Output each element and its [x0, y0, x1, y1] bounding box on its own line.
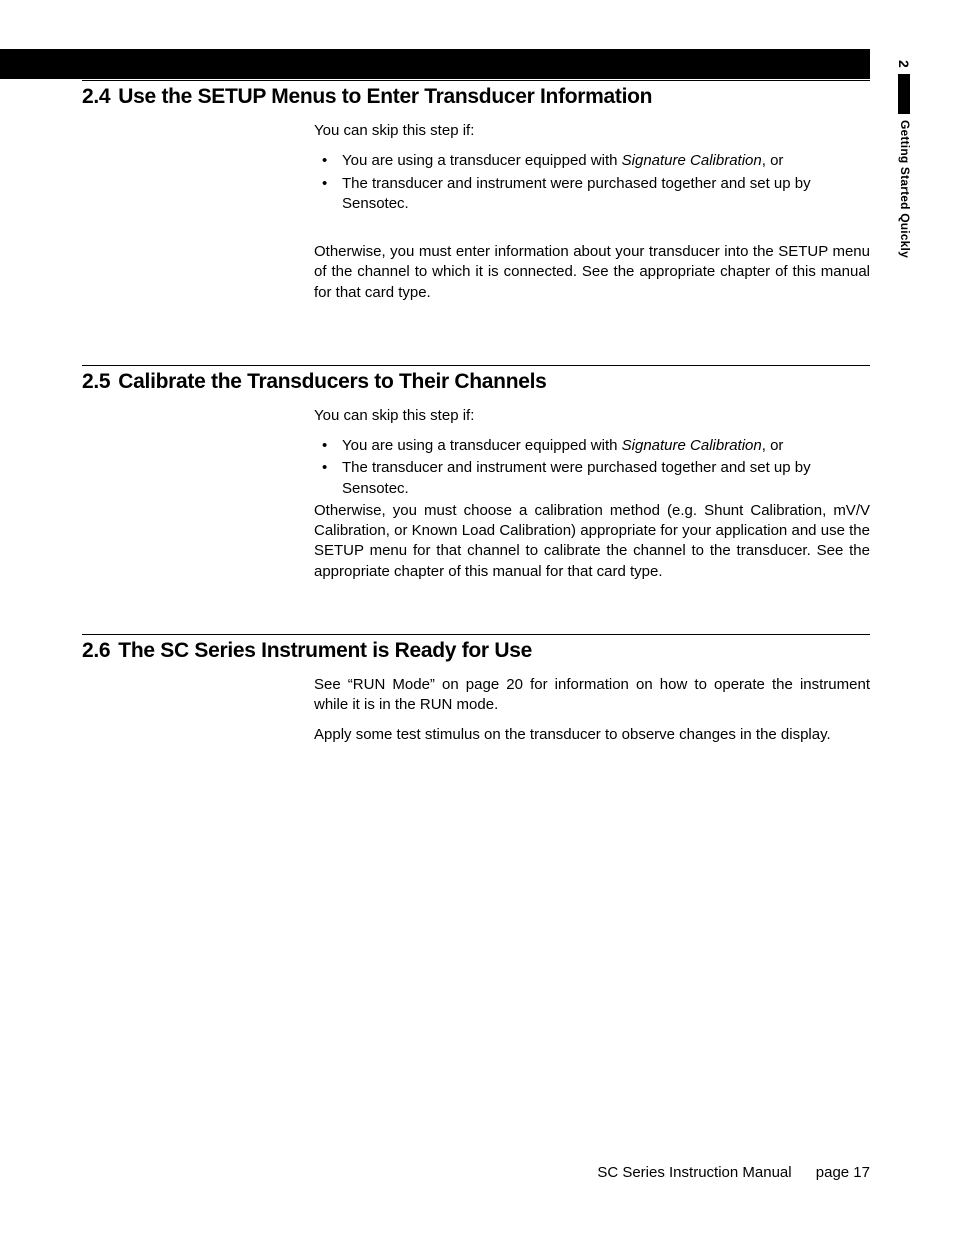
- section-body: You can skip this step if: You are using…: [314, 406, 870, 582]
- list-item: The transducer and instrument were purch…: [314, 458, 870, 499]
- side-tab-chapter-number: 2: [896, 60, 912, 68]
- section-heading: 2.5 Calibrate the Transducers to Their Ch…: [82, 370, 870, 394]
- header-black-bar: [0, 49, 870, 79]
- list-item: You are using a transducer equipped with…: [314, 436, 870, 456]
- section-rule: [82, 80, 870, 81]
- section-body: See “RUN Mode” on page 20 for informatio…: [314, 675, 870, 746]
- footer-manual-title: SC Series Instruction Manual: [597, 1164, 791, 1181]
- section-title: Calibrate the Transducers to Their Chann…: [118, 370, 546, 393]
- paragraph: Otherwise, you must choose a calibration…: [314, 501, 870, 582]
- section-rule: [82, 634, 870, 635]
- list-item: The transducer and instrument were purch…: [314, 174, 870, 215]
- paragraph: You can skip this step if:: [314, 121, 870, 141]
- paragraph: You can skip this step if:: [314, 406, 870, 426]
- bullet-list: You are using a transducer equipped with…: [314, 151, 870, 214]
- paragraph: Otherwise, you must enter information ab…: [314, 242, 870, 303]
- section-title: Use the SETUP Menus to Enter Transducer …: [118, 85, 652, 108]
- section-body: You can skip this step if: You are using…: [314, 121, 870, 303]
- page-footer: SC Series Instruction Manual page 17: [82, 1164, 870, 1181]
- section-number: 2.4: [82, 85, 110, 109]
- section-rule: [82, 365, 870, 366]
- page-content: 2.4 Use the SETUP Menus to Enter Transduc…: [82, 80, 870, 756]
- bullet-list: You are using a transducer equipped with…: [314, 436, 870, 499]
- section-heading: 2.4 Use the SETUP Menus to Enter Transduc…: [82, 85, 870, 109]
- section-number: 2.6: [82, 639, 110, 663]
- paragraph: Apply some test stimulus on the transduc…: [314, 725, 870, 745]
- section-number: 2.5: [82, 370, 110, 394]
- side-tab-chapter-title: Getting Started Quickly: [898, 120, 912, 258]
- side-tab: 2 Getting Started Quickly: [884, 60, 924, 280]
- section-2-4: 2.4 Use the SETUP Menus to Enter Transduc…: [82, 80, 870, 303]
- section-title: The SC Series Instrument is Ready for Us…: [118, 639, 532, 662]
- footer-page-number: page 17: [816, 1164, 870, 1181]
- side-tab-marker: [898, 74, 910, 114]
- section-2-5: 2.5 Calibrate the Transducers to Their Ch…: [82, 365, 870, 582]
- section-2-6: 2.6 The SC Series Instrument is Ready for…: [82, 634, 870, 746]
- list-item: You are using a transducer equipped with…: [314, 151, 870, 171]
- paragraph: See “RUN Mode” on page 20 for informatio…: [314, 675, 870, 716]
- section-heading: 2.6 The SC Series Instrument is Ready for…: [82, 639, 870, 663]
